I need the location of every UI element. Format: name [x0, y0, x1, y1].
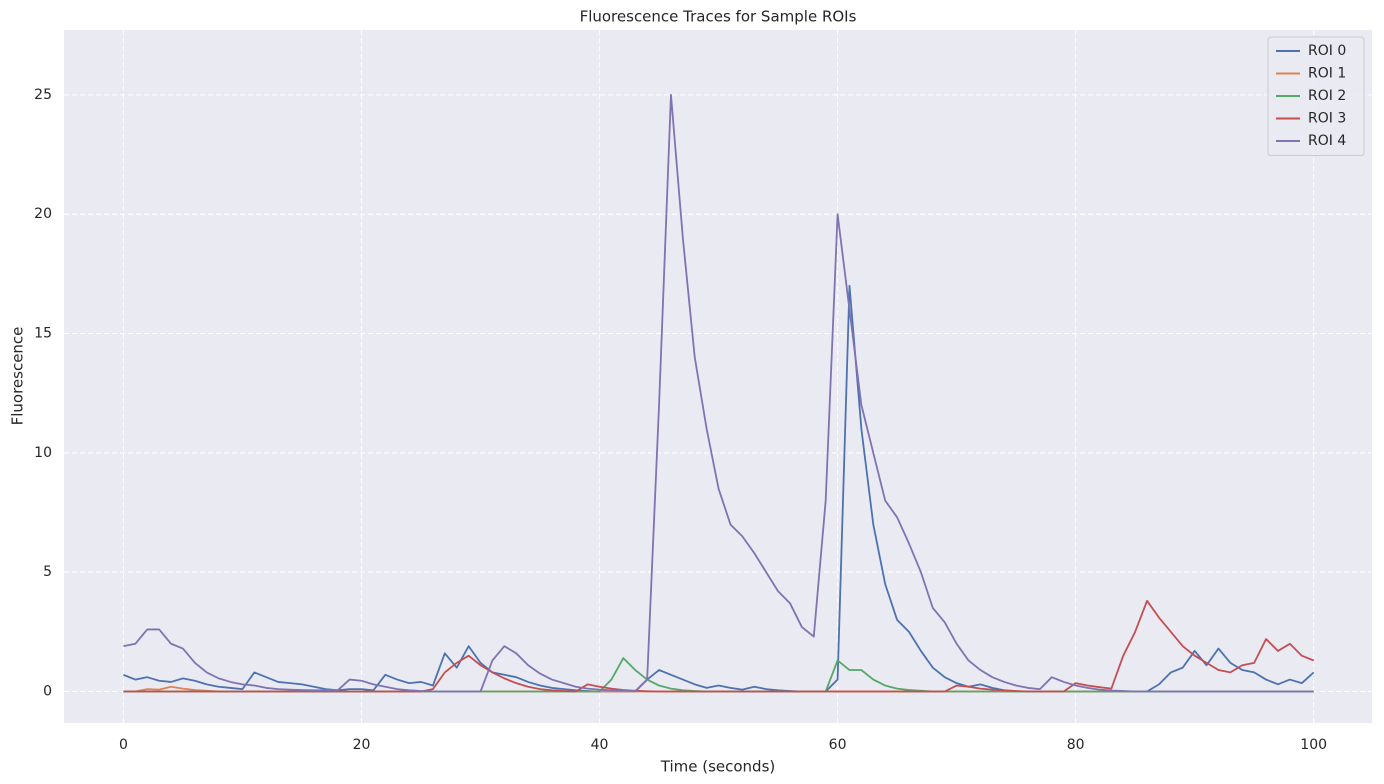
y-tick-label: 10: [34, 445, 52, 461]
plot-area: [64, 30, 1372, 723]
y-tick-label: 25: [34, 87, 52, 103]
legend-box: [1267, 36, 1365, 156]
series-line: [123, 599, 1315, 693]
series-line: [123, 94, 1314, 693]
y-tick-label: 0: [43, 684, 52, 700]
legend: ROI 0 ROI 1 ROI 2 ROI 3 ROI 4: [1267, 36, 1365, 156]
y-tick-label: 15: [34, 326, 52, 342]
legend-label: ROI 3: [1308, 111, 1346, 127]
grid: [64, 30, 1372, 723]
chart-title: Fluorescence Traces for Sample ROIs: [580, 8, 857, 26]
y-tick-label: 5: [43, 564, 52, 580]
x-tick-label: 0: [119, 737, 128, 753]
y-axis-label: Fluorescence: [9, 327, 27, 426]
x-tick-label: 40: [591, 737, 609, 753]
x-tick-label: 20: [353, 737, 371, 753]
legend-label: ROI 1: [1308, 66, 1346, 82]
x-tick-label: 100: [1300, 737, 1327, 753]
legend-label: ROI 4: [1308, 133, 1346, 149]
x-tick-label: 60: [829, 737, 847, 753]
legend-label: ROI 2: [1308, 88, 1346, 104]
lines: [123, 94, 1315, 693]
x-axis-label: Time (seconds): [660, 758, 776, 776]
x-tick-label: 80: [1067, 737, 1085, 753]
legend-label: ROI 0: [1308, 43, 1346, 59]
y-tick-label: 20: [34, 206, 52, 222]
